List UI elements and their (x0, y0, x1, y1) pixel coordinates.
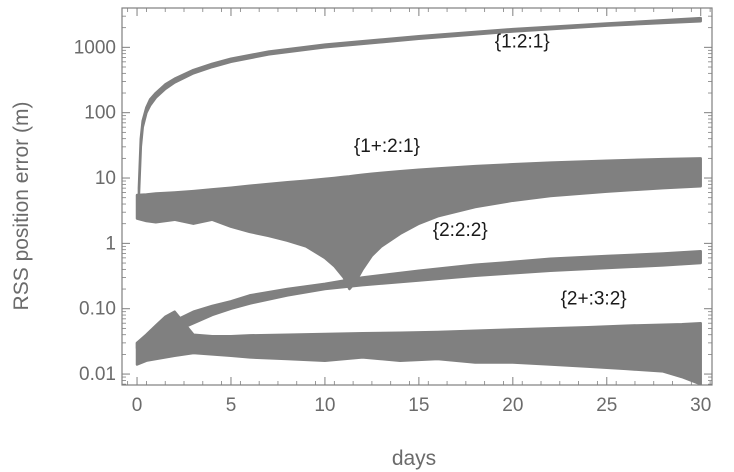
plot-frame (121, 7, 713, 386)
series-label-2: {1+:2:1} (354, 136, 420, 157)
axes-layer: 0 5 10 15 20 25 30 0.01 0.10 1 10 100 1000 (74, 7, 713, 416)
series-label-3: {2:2:2} (433, 220, 488, 241)
x-tick-label: 30 (690, 395, 711, 416)
y-tick-label: 100 (84, 103, 116, 124)
y-tick-label: 0.10 (79, 299, 116, 320)
x-axis-title: days (392, 447, 436, 470)
series-band-2 (135, 157, 702, 291)
x-tick-label: 15 (408, 395, 429, 416)
series-band-1 (137, 16, 702, 197)
y-axis-title: RSS position error (m) (10, 102, 33, 311)
series-label-4: {2+:3:2} (561, 289, 627, 310)
y-tick-label: 10 (95, 168, 116, 189)
y-tick-label: 0.01 (79, 364, 116, 385)
y-tick-label: 1000 (74, 37, 116, 58)
series-band-3 (135, 249, 702, 350)
y-tick-label: 1 (105, 233, 116, 254)
x-tick-label: 5 (226, 395, 237, 416)
x-tick-label: 0 (132, 395, 143, 416)
series-label-1: {1:2:1} (495, 31, 550, 52)
series-layer (135, 16, 702, 386)
x-tick-label: 20 (502, 395, 523, 416)
x-tick-label: 25 (596, 395, 617, 416)
labels-layer: {1:2:1} {1+:2:1} {2:2:2} {2+:3:2} (354, 31, 627, 309)
x-tick-label: 10 (314, 395, 335, 416)
